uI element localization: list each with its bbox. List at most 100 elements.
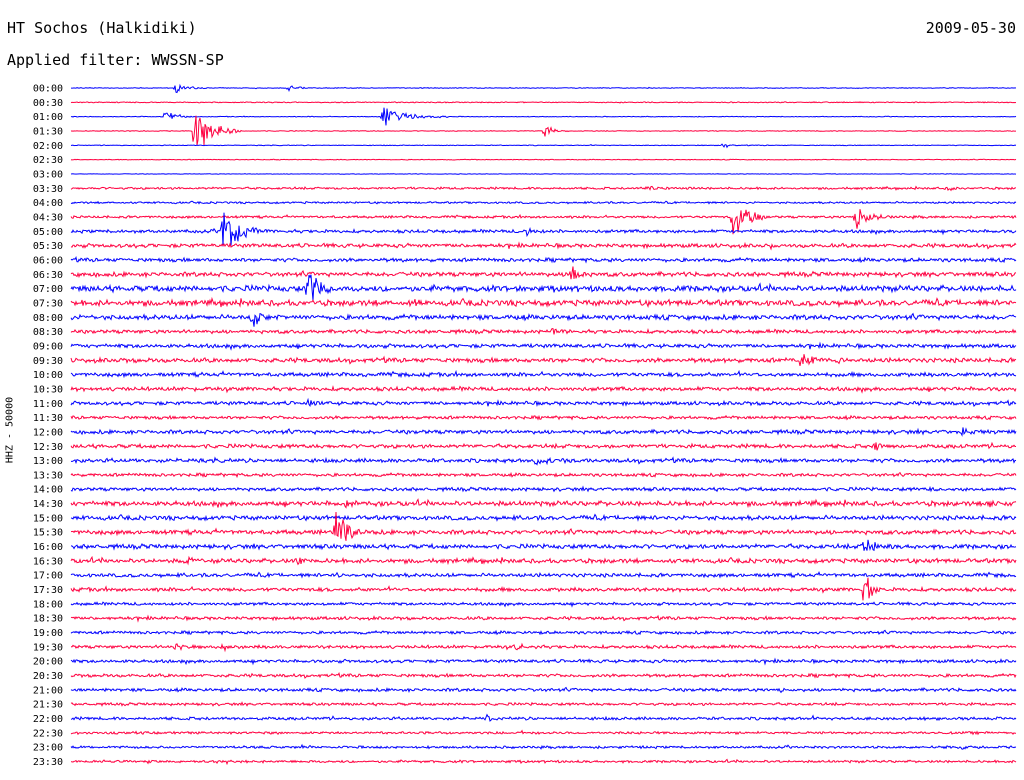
row-label: 18:00 [33, 599, 63, 610]
row-label: 22:30 [33, 728, 63, 739]
row-label: 04:00 [33, 198, 63, 209]
row-label: 01:30 [33, 126, 63, 137]
trace-line [70, 101, 1017, 104]
row-label: 00:00 [33, 84, 63, 95]
trace-line [70, 498, 1017, 509]
row-label: 20:30 [33, 671, 63, 682]
row-label: 13:30 [33, 470, 63, 481]
row-label: 21:00 [33, 685, 63, 696]
row-label: 10:30 [33, 384, 63, 395]
row-label-group: 00:00 00:30 01:00 01:30 02:00 02:30 03:00 03:30… [33, 84, 63, 769]
row-label: 12:00 [33, 427, 63, 438]
row-label: 20:00 [33, 657, 63, 668]
trace-line [70, 312, 1017, 327]
trace-line [70, 571, 1017, 579]
trace-line [70, 397, 1017, 408]
trace-line [70, 672, 1017, 679]
trace-line [70, 511, 1017, 541]
trace-line [70, 427, 1017, 437]
row-label: 16:30 [33, 556, 63, 567]
row-label: 05:00 [33, 227, 63, 238]
trace-line [70, 212, 1017, 247]
row-label: 14:30 [33, 499, 63, 510]
row-label: 15:30 [33, 528, 63, 539]
date-label: 2009-05-30 [925, 19, 1016, 37]
trace-line [70, 143, 1017, 149]
filter-name: WWSSN-SP [151, 51, 224, 69]
trace-line [70, 158, 1017, 161]
row-label: 02:30 [33, 155, 63, 166]
row-label: 04:30 [33, 212, 63, 223]
y-axis-label-wrap: HHZ - 50000 [0, 380, 20, 480]
row-label: 23:30 [33, 757, 63, 768]
row-label: 08:00 [33, 313, 63, 324]
trace-line [70, 485, 1017, 493]
trace-line [70, 539, 1017, 552]
row-label: 22:00 [33, 714, 63, 725]
row-label: 11:00 [33, 399, 63, 410]
trace-line [70, 686, 1017, 694]
trace-line [70, 601, 1016, 608]
row-label: 18:30 [33, 614, 63, 625]
filter-label: Applied filter: [7, 51, 143, 69]
trace-line [70, 657, 1017, 666]
row-label: 02:00 [33, 141, 63, 152]
trace-line [70, 456, 1017, 466]
trace-line [70, 266, 1017, 280]
row-label: 19:00 [33, 628, 63, 639]
trace-line [70, 173, 1017, 175]
row-label: 17:00 [33, 571, 63, 582]
row-label: 13:00 [33, 456, 63, 467]
trace-line [71, 83, 1017, 94]
row-label: 19:30 [33, 642, 63, 653]
row-label: 01:00 [33, 112, 63, 123]
trace-line [70, 513, 1017, 522]
row-label: 23:00 [33, 743, 63, 754]
row-label: 05:30 [33, 241, 63, 252]
row-label: 12:30 [33, 442, 63, 453]
trace-line [70, 274, 1017, 301]
trace-line [70, 642, 1017, 653]
row-label: 07:30 [33, 298, 63, 309]
trace-line [70, 701, 1017, 707]
trace-line [70, 209, 1017, 235]
trace-line [70, 743, 1017, 750]
trace-line [70, 385, 1017, 394]
trace-line [70, 200, 1017, 205]
trace-line [70, 629, 1017, 636]
row-label: 09:00 [33, 341, 63, 352]
trace-line [70, 614, 1017, 623]
row-label: 08:30 [33, 327, 63, 338]
filter-line: Applied filter: WWSSN-SP [7, 51, 224, 69]
trace-line [71, 758, 1017, 766]
trace-line [70, 327, 1017, 336]
row-label: 09:30 [33, 356, 63, 367]
row-label: 06:30 [33, 270, 63, 281]
row-label: 03:30 [33, 184, 63, 195]
row-label: 10:00 [33, 370, 63, 381]
row-label: 14:00 [33, 485, 63, 496]
row-label: 06:00 [33, 255, 63, 266]
trace-line [70, 185, 1016, 192]
trace-line [70, 471, 1017, 479]
trace-line [70, 354, 1017, 367]
trace-line [70, 577, 1017, 601]
trace-line [70, 729, 1016, 736]
trace-line [70, 115, 1016, 146]
y-axis-label: HHZ - 50000 [4, 396, 16, 464]
trace-line [70, 296, 1017, 309]
row-label: 03:00 [33, 169, 63, 180]
row-label: 15:00 [33, 513, 63, 524]
trace-line [70, 341, 1017, 351]
trace-line [70, 414, 1017, 421]
trace-line [70, 241, 1017, 251]
trace-line [70, 441, 1016, 451]
trace-line [70, 369, 1017, 379]
trace-group [70, 83, 1017, 766]
row-label: 00:30 [33, 98, 63, 109]
row-label: 21:30 [33, 700, 63, 711]
trace-line [70, 107, 1017, 126]
row-label: 11:30 [33, 413, 63, 424]
trace-line [70, 713, 1017, 722]
